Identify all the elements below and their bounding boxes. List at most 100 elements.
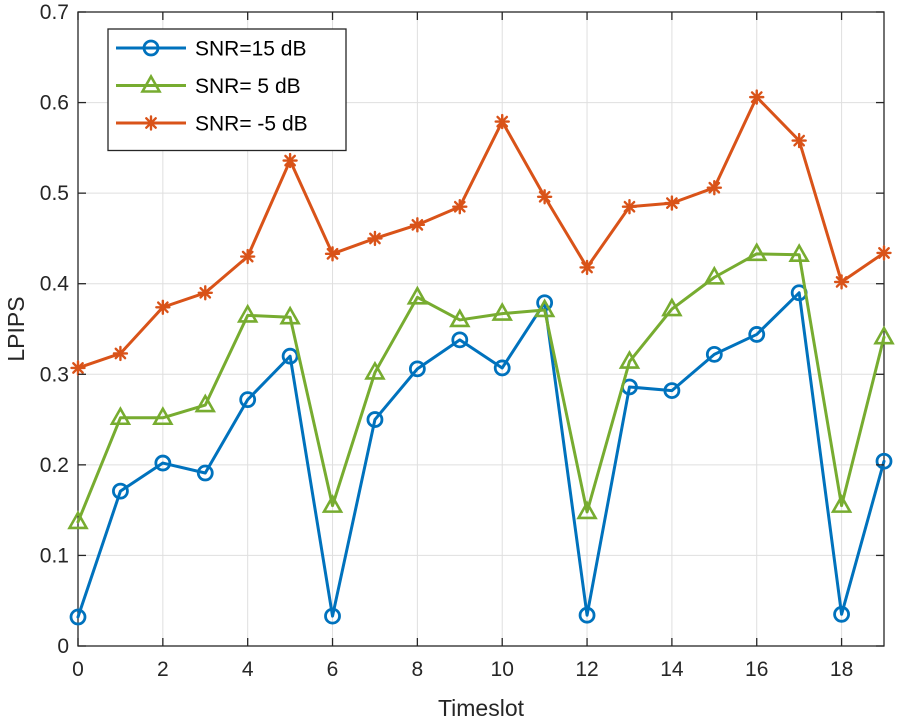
data-point [749,89,765,105]
data-point [578,606,596,624]
data-point [321,493,344,513]
y-tick-label: 0.3 [40,363,69,386]
marker-stroke [623,200,636,213]
series-line [76,95,886,370]
x-tick-label: 14 [660,658,684,681]
series-layer [67,89,895,626]
marker-stroke [72,362,84,374]
data-point [830,493,853,513]
legend-label: SNR= -5 dB [195,113,308,136]
marker-stroke [666,197,678,209]
data-point [873,325,895,345]
data-point [494,113,510,130]
marker-stroke [453,200,466,213]
ticks: 0 2 4 6 8 10 12 14 16 18 0 0.1 0.2 0.3 0.4 0.5 0.6 0.7 [40,1,884,681]
marker-stroke [538,190,551,203]
marker-stroke [114,347,127,360]
data-point [239,248,256,265]
data-point [746,242,768,262]
series-2 [67,242,895,530]
y-tick-label: 0.5 [40,182,69,205]
marker-stroke [793,134,806,147]
marker-stroke [581,261,593,274]
legend-marker [143,115,159,131]
legend-item: SNR= 5 dB [116,73,301,98]
data-point [408,360,426,378]
data-point [536,189,553,205]
data-point [239,391,257,409]
data-point [876,245,892,261]
x-tick-label: 0 [72,658,84,681]
data-point [196,464,214,482]
data-point [663,382,681,399]
marker-stroke [326,247,339,260]
legend-marker [140,73,162,93]
data-point [409,217,426,233]
data-point [788,243,810,263]
x-tick-label: 12 [575,658,598,681]
legend-item: SNR=15 dB [116,38,306,61]
data-point [875,452,893,470]
y-tick-label: 0.4 [40,273,70,296]
x-tick-label: 10 [491,658,514,681]
data-point [833,605,850,623]
data-point [67,510,89,530]
data-point [194,393,216,413]
data-point [152,406,174,426]
y-tick-label: 0.7 [40,1,69,24]
marker-stroke [708,181,721,194]
marker-stroke [878,247,890,259]
data-point [618,349,641,369]
x-tick-label: 18 [830,658,853,681]
marker-stroke [145,117,157,129]
data-point [324,607,341,625]
x-tick-label: 8 [412,658,424,681]
data-point [533,298,556,318]
data-point [579,259,595,276]
data-point [366,411,384,428]
data-point [748,326,766,343]
legend-label: SNR= 5 dB [195,75,301,98]
marker-stroke [284,154,296,167]
data-point [493,359,511,377]
data-point [491,301,513,321]
y-tick-label: 0 [57,635,69,658]
legend: SNR=15 dB SNR= 5 dB SNR= -5 dB [107,28,347,152]
data-point [705,345,723,363]
marker-stroke [369,232,381,245]
data-point [791,132,807,149]
data-point [281,347,299,365]
y-tick-label: 0.2 [40,454,69,477]
data-point [236,303,259,323]
legend-label: SNR=15 dB [195,38,306,61]
data-point [576,500,598,520]
x-axis-title: Timeslot [438,695,525,721]
data-point [451,331,469,349]
data-point [155,299,171,315]
data-point [452,199,468,215]
marker-stroke [496,115,509,128]
data-point [449,308,471,328]
data-point [154,454,172,472]
data-point [367,230,383,247]
data-point [324,246,341,262]
x-tick-label: 16 [745,658,768,681]
data-point [69,608,87,626]
series-3 [70,89,892,376]
x-tick-label: 4 [242,658,254,681]
y-tick-label: 0.1 [40,544,69,567]
data-point [703,265,726,285]
x-tick-label: 6 [327,658,339,681]
data-point [112,345,129,362]
x-tick-label: 2 [157,658,169,681]
marker-stroke [241,250,254,263]
series-1 [69,284,893,626]
marker-stroke [411,218,424,231]
data-point [364,360,386,380]
data-point [664,195,680,211]
data-point [406,285,429,305]
series-line [76,291,886,619]
data-point [109,406,132,426]
data-point [197,285,213,301]
